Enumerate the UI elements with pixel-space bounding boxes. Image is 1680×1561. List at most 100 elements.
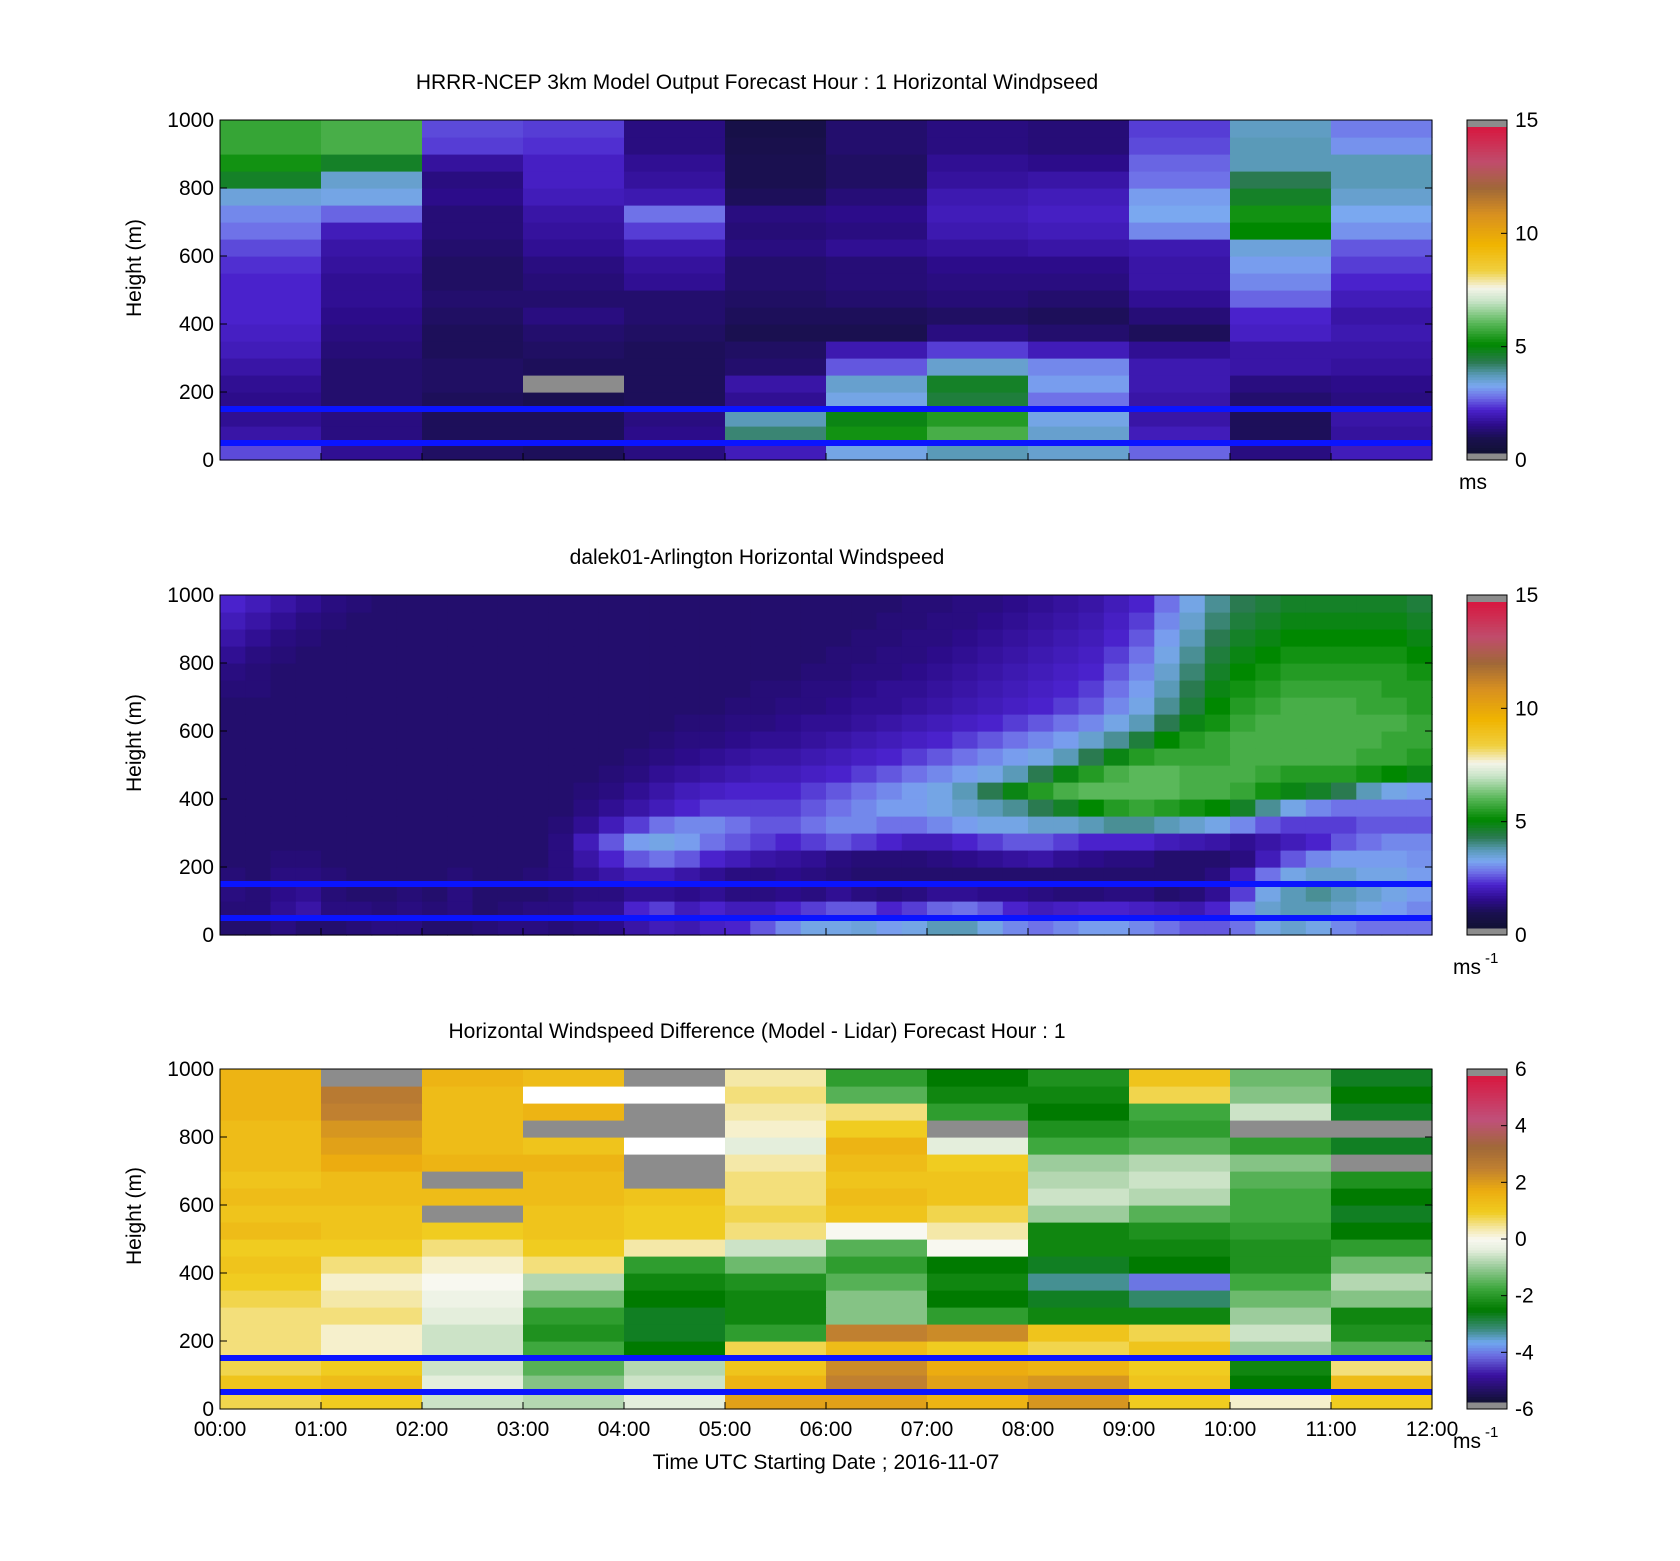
heatmap-cell	[901, 663, 928, 681]
heatmap-cell	[1204, 748, 1231, 766]
colorbar-segment	[1467, 1111, 1507, 1115]
heatmap-cell	[1305, 680, 1332, 698]
heatmap-cell	[523, 1290, 625, 1308]
heatmap-cell	[800, 816, 827, 834]
heatmap-cell	[1078, 663, 1105, 681]
heatmap-cell	[1129, 1069, 1231, 1087]
heatmap-cell	[497, 850, 524, 868]
heatmap-cell	[321, 1069, 423, 1087]
heatmap-cell	[1280, 663, 1307, 681]
heatmap-cell	[1356, 901, 1383, 919]
heatmap-cell	[750, 629, 777, 647]
heatmap-cell	[1230, 171, 1332, 189]
heatmap-cell	[927, 748, 953, 766]
heatmap-cell	[422, 765, 448, 783]
heatmap-cell	[674, 663, 701, 681]
x-tick-label: 09:00	[1103, 1418, 1156, 1441]
colorbar-segment	[1467, 683, 1507, 687]
colorbar-segment	[1467, 374, 1507, 378]
heatmap-cell	[1103, 765, 1130, 783]
x-tick-label: 06:00	[800, 1418, 853, 1441]
heatmap-cell	[270, 799, 297, 817]
heatmap-cell	[371, 782, 398, 800]
heatmap-cell	[1028, 426, 1130, 444]
heatmap-cell	[270, 833, 297, 851]
colorbar-segment	[1467, 759, 1507, 763]
heatmap-cell	[1356, 680, 1383, 698]
heatmap-cell	[321, 1205, 423, 1223]
heatmap-cell	[523, 1171, 625, 1189]
heatmap-cell	[1305, 595, 1332, 613]
heatmap-cell	[1028, 697, 1054, 715]
heatmap-cell	[649, 816, 676, 834]
heatmap-cell	[1381, 680, 1408, 698]
heatmap-cell	[624, 731, 650, 749]
colorbar-segment	[1467, 1353, 1507, 1357]
heatmap-cell	[1002, 646, 1029, 664]
heatmap-cell	[346, 782, 373, 800]
colorbar-segment	[1467, 729, 1507, 733]
heatmap-cell	[1230, 273, 1332, 291]
heatmap-cell	[876, 799, 903, 817]
heatmap-cell	[927, 697, 953, 715]
heatmap-cell	[927, 1239, 1029, 1257]
heatmap-cell	[876, 782, 903, 800]
heatmap-cell	[270, 646, 297, 664]
heatmap-cell	[1129, 256, 1231, 274]
heatmap-cell	[321, 1086, 423, 1104]
heatmap-cell	[1129, 714, 1155, 732]
heatmap-cell	[422, 816, 448, 834]
heatmap-cell	[1078, 612, 1105, 630]
heatmap-cell	[750, 850, 777, 868]
colorbar-segment	[1467, 1236, 1507, 1240]
colorbar-segment	[1467, 1325, 1507, 1330]
heatmap-cell	[649, 850, 676, 868]
heatmap-cell	[1053, 714, 1080, 732]
heatmap-cell	[1154, 748, 1181, 766]
colorbar-segment	[1467, 433, 1507, 438]
heatmap-cell	[1230, 256, 1332, 274]
heatmap-cell	[699, 765, 726, 783]
heatmap-cell	[1381, 901, 1408, 919]
colorbar-segment	[1467, 1396, 1507, 1400]
heatmap-cell	[977, 867, 1004, 885]
colorbar-segment	[1467, 1347, 1507, 1351]
heatmap-cell	[1129, 850, 1155, 868]
heatmap-cell	[624, 816, 650, 834]
heatmap-cell	[876, 595, 903, 613]
heatmap-cell	[699, 714, 726, 732]
heatmap-cell	[1280, 697, 1307, 715]
colorbar-segment	[1467, 803, 1507, 807]
heatmap-cell	[851, 646, 878, 664]
heatmap-cell	[598, 765, 625, 783]
heatmap-cell	[1028, 1273, 1130, 1291]
heatmap-cell	[598, 680, 625, 698]
heatmap-cell	[1280, 816, 1307, 834]
colorbar-segment	[1467, 279, 1507, 283]
heatmap-cell	[1280, 765, 1307, 783]
heatmap-cell	[245, 782, 272, 800]
heatmap-cell	[321, 171, 423, 189]
colorbar-segment	[1467, 1190, 1507, 1194]
colorbar-segment	[1467, 1122, 1507, 1126]
heatmap-cell	[851, 697, 878, 715]
heatmap-cell	[220, 799, 246, 817]
heatmap-cell	[775, 918, 802, 936]
colorbar-segment	[1467, 1358, 1507, 1362]
heatmap-cell	[1280, 714, 1307, 732]
heatmap-cell	[826, 154, 928, 172]
colorbar-segment	[1467, 699, 1507, 704]
heatmap-cell	[321, 1358, 423, 1376]
heatmap-cell	[523, 1137, 625, 1155]
colorbar-segment	[1467, 762, 1507, 766]
heatmap-cell	[1028, 595, 1054, 613]
heatmap-cell	[775, 833, 802, 851]
heatmap-cell	[851, 816, 878, 834]
heatmap-cell	[1103, 629, 1130, 647]
heatmap-cell	[624, 1324, 726, 1342]
colorbar-segment	[1467, 767, 1507, 771]
colorbar-segment	[1467, 642, 1507, 646]
colorbar-segment	[1467, 1114, 1507, 1118]
heatmap-cell	[1129, 1188, 1231, 1206]
colorbar-segment	[1467, 705, 1507, 709]
